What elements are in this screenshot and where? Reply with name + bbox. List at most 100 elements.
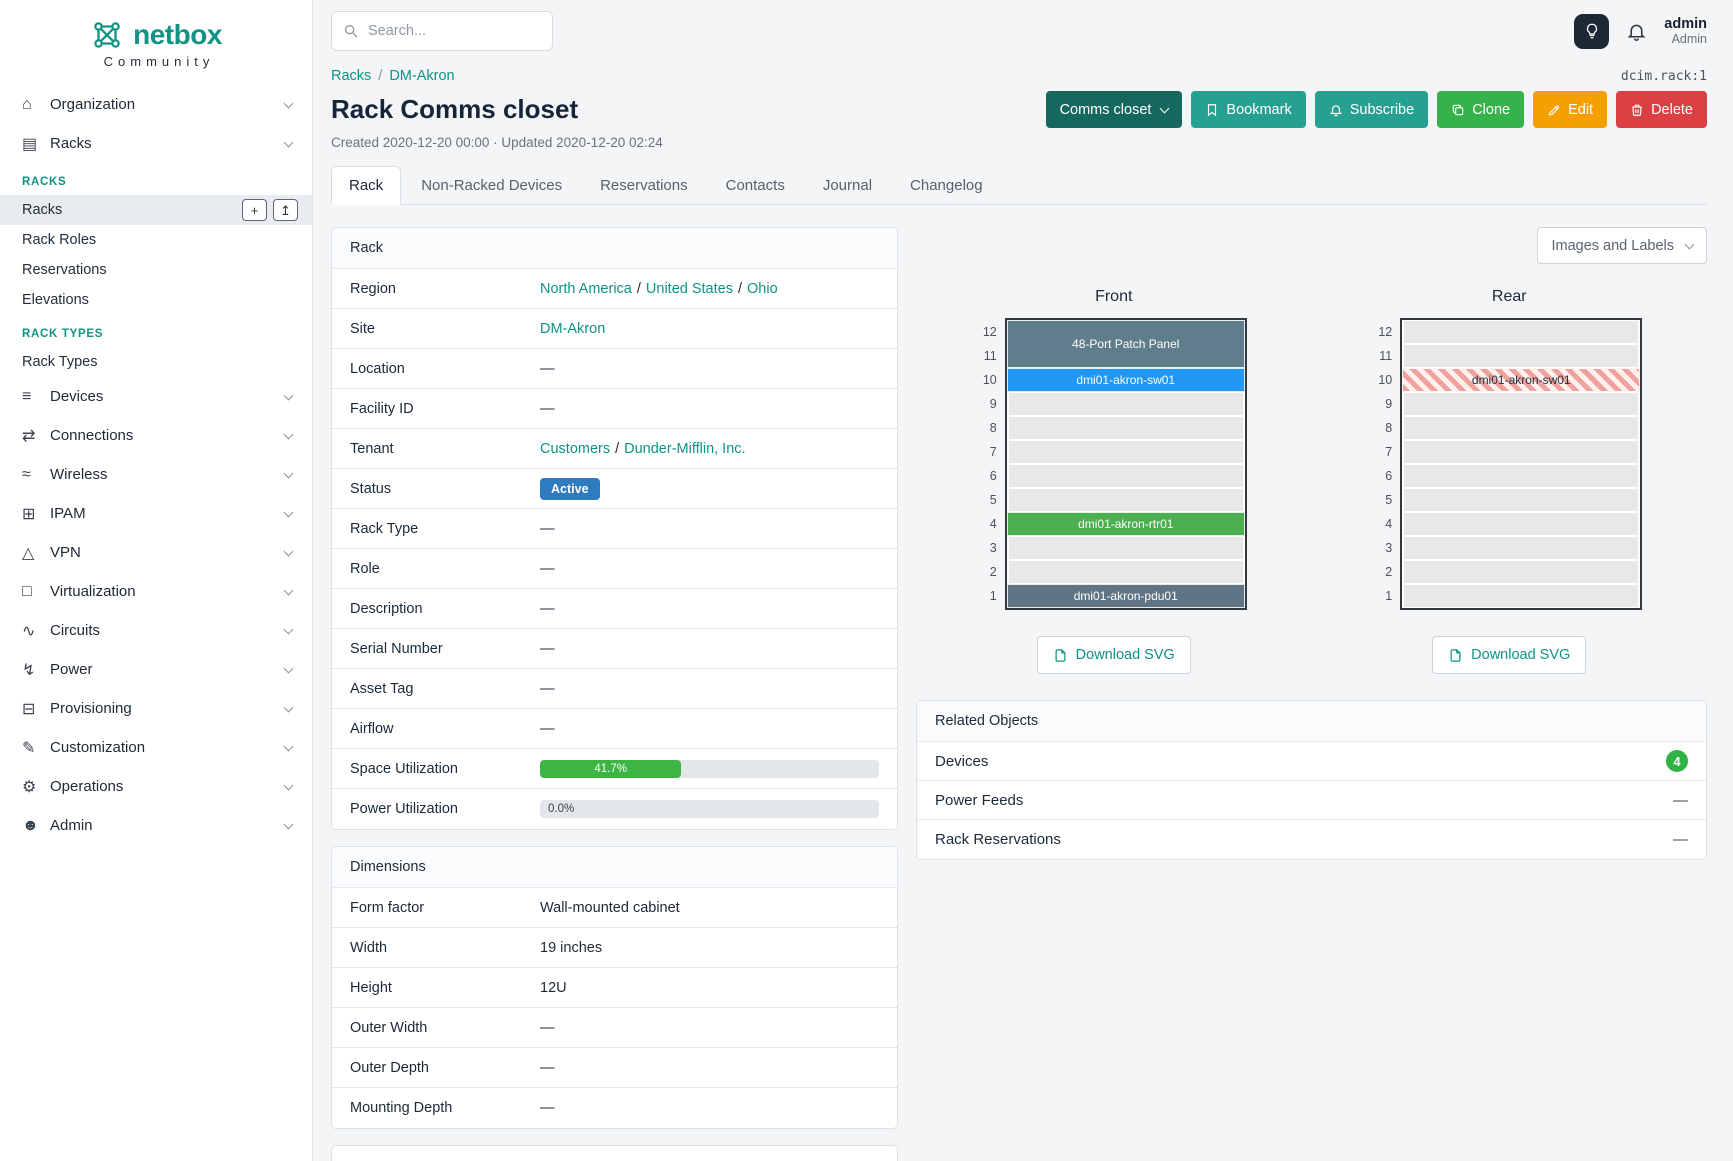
sidebar-item-admin[interactable]: ☻ Admin	[0, 806, 312, 845]
netbox-logo[interactable]: netbox Community	[0, 14, 312, 85]
info-row-mounting-depth: Mounting Depth —	[332, 1088, 897, 1128]
sidebar-item-label: Rack Roles	[22, 232, 97, 248]
sidebar-item-rack-roles[interactable]: Rack Roles	[0, 225, 312, 255]
rack-slot-u8	[1007, 416, 1245, 440]
unit-number-6: 6	[989, 469, 997, 483]
download-svg-front-button[interactable]: Download SVG	[1036, 636, 1191, 674]
front-elevation: Front 12 11 10 9 8 7 6 5 4 3 2 1 48-Port Patch Pane…	[916, 288, 1312, 674]
clone-button[interactable]: Clone	[1437, 91, 1525, 128]
delete-button[interactable]: Delete	[1616, 91, 1707, 128]
sidebar-item-elevations[interactable]: Elevations	[0, 285, 312, 315]
tab-journal[interactable]: Journal	[822, 177, 873, 194]
operations-icon: ⚙	[22, 778, 37, 796]
comms-closet-dropdown-button[interactable]: Comms closet	[1045, 91, 1183, 128]
rear-rack-body: dmi01-akron-sw01	[1400, 318, 1643, 610]
link-united-states[interactable]: United States	[645, 280, 733, 297]
rack-slot-u9	[1007, 392, 1245, 416]
sidebar-item-racks[interactable]: Racks + ↥	[0, 195, 312, 225]
info-value: —	[540, 1020, 879, 1036]
rear-elevation: Rear 12 11 10 9 8 7 6 5 4 3 2 1 dmi01-akron-sw01 Do…	[1312, 288, 1708, 674]
building-icon: ⌂	[22, 95, 32, 113]
unit-numbers: 12 11 10 9 8 7 6 5 4 3 2 1	[981, 318, 997, 610]
rack-device-dmi01-akron-sw01[interactable]: dmi01-akron-sw01	[1006, 368, 1245, 392]
bookmark-button[interactable]: Bookmark	[1191, 91, 1306, 128]
info-value: 0.0%	[540, 800, 879, 818]
sidebar-item-operations[interactable]: ⚙ Operations	[0, 767, 312, 806]
info-row-airflow: Airflow —	[332, 709, 897, 749]
sidebar-item-organization[interactable]: ⌂ Organization	[0, 85, 312, 124]
sidebar-item-label: Racks	[22, 202, 63, 218]
notifications-button[interactable]	[1626, 21, 1647, 42]
import-button[interactable]: ↥	[273, 199, 298, 221]
tab-non-racked-devices[interactable]: Non-Racked Devices	[421, 177, 563, 194]
card-title: Dimensions	[332, 847, 897, 888]
vpn-icon: △	[22, 544, 35, 562]
sidebar-item-provisioning[interactable]: ⊟ Provisioning	[0, 689, 312, 728]
sidebar-item-rack-types[interactable]: Rack Types	[0, 347, 312, 377]
object-id: dcim.rack:1	[1620, 68, 1707, 84]
link-separator: /	[615, 440, 620, 457]
link-dm-akron[interactable]: DM-Akron	[540, 320, 606, 337]
chevron-down-icon	[283, 546, 294, 556]
images-labels-select[interactable]: Images and Labels	[1537, 227, 1707, 264]
tab-contacts[interactable]: Contacts	[725, 177, 785, 194]
tab-rack[interactable]: Rack	[331, 166, 402, 205]
tab-changelog[interactable]: Changelog	[910, 177, 983, 194]
global-search[interactable]	[331, 11, 553, 51]
sidebar-item-devices[interactable]: ≡ Devices	[0, 377, 312, 416]
sidebar-item-customization[interactable]: ✎ Customization	[0, 728, 312, 767]
sidebar-item-racks[interactable]: ▤ Racks	[0, 124, 312, 163]
pencil-icon	[1548, 105, 1560, 115]
breadcrumb-link-dm-akron[interactable]: DM-Akron	[389, 68, 455, 84]
connections-icon: ⇄	[22, 427, 36, 445]
link-customers[interactable]: Customers	[540, 440, 611, 457]
info-value: 12U	[540, 980, 879, 996]
sidebar-item-circuits[interactable]: ∿ Circuits	[0, 611, 312, 650]
user-menu[interactable]: admin Admin	[1664, 16, 1707, 46]
sidebar-item-virtualization[interactable]: □ Virtualization	[0, 572, 312, 611]
chevron-down-icon	[283, 819, 294, 829]
unit-number-1: 1	[989, 589, 997, 603]
unit-number-1: 1	[1385, 589, 1393, 603]
info-value: —	[540, 561, 879, 577]
search-icon	[345, 24, 358, 38]
info-row-location: Location —	[332, 349, 897, 389]
related-row-rack-reservations[interactable]: Rack Reservations —	[917, 820, 1706, 859]
sidebar-item-connections[interactable]: ⇄ Connections	[0, 416, 312, 455]
unit-number-5: 5	[989, 493, 997, 507]
breadcrumb-link-racks[interactable]: Racks	[331, 68, 372, 84]
info-row-form-factor: Form factor Wall-mounted cabinet	[332, 888, 897, 928]
rack-device-48-port-patch-panel[interactable]: 48-Port Patch Panel	[1006, 320, 1245, 368]
subscribe-button[interactable]: Subscribe	[1314, 91, 1429, 128]
sidebar-item-vpn[interactable]: △ VPN	[0, 533, 312, 572]
related-row-devices[interactable]: Devices 4	[917, 742, 1706, 781]
sidebar-item-reservations[interactable]: Reservations	[0, 255, 312, 285]
brand-name: netbox	[133, 19, 222, 50]
sidebar-item-wireless[interactable]: ≈ Wireless	[0, 455, 312, 494]
link-dunder-mifflin-inc[interactable]: Dunder-Mifflin, Inc.	[624, 440, 746, 457]
link-ohio[interactable]: Ohio	[747, 280, 778, 297]
info-value: DM-Akron	[540, 321, 879, 337]
rack-device-dmi01-akron-rtr01[interactable]: dmi01-akron-rtr01	[1006, 512, 1245, 536]
add-button[interactable]: +	[242, 199, 267, 221]
user-name: admin	[1664, 16, 1707, 32]
rack-device-dmi01-akron-pdu01[interactable]: dmi01-akron-pdu01	[1006, 584, 1245, 608]
created-updated-meta: Created 2020-12-20 00:00 · Updated 2020-…	[331, 135, 663, 150]
trash-icon	[1632, 104, 1642, 116]
file-icon	[1450, 648, 1461, 662]
info-value: —	[540, 1060, 879, 1076]
info-value-text: —	[540, 520, 555, 537]
tab-reservations[interactable]: Reservations	[600, 177, 688, 194]
sidebar-item-ipam[interactable]: ⊞ IPAM	[0, 494, 312, 533]
copy-icon	[1452, 104, 1464, 115]
theme-toggle-button[interactable]	[1574, 13, 1610, 49]
rack-device-dmi01-akron-sw01[interactable]: dmi01-akron-sw01	[1402, 368, 1641, 392]
download-svg-rear-button[interactable]: Download SVG	[1432, 636, 1587, 674]
edit-button[interactable]: Edit	[1533, 91, 1608, 128]
link-north-america[interactable]: North America	[540, 280, 632, 297]
related-row-power-feeds[interactable]: Power Feeds —	[917, 781, 1706, 820]
rack-slot-u12	[1402, 320, 1640, 344]
search-input[interactable]	[368, 23, 541, 39]
sidebar-item-power[interactable]: ↯ Power	[0, 650, 312, 689]
